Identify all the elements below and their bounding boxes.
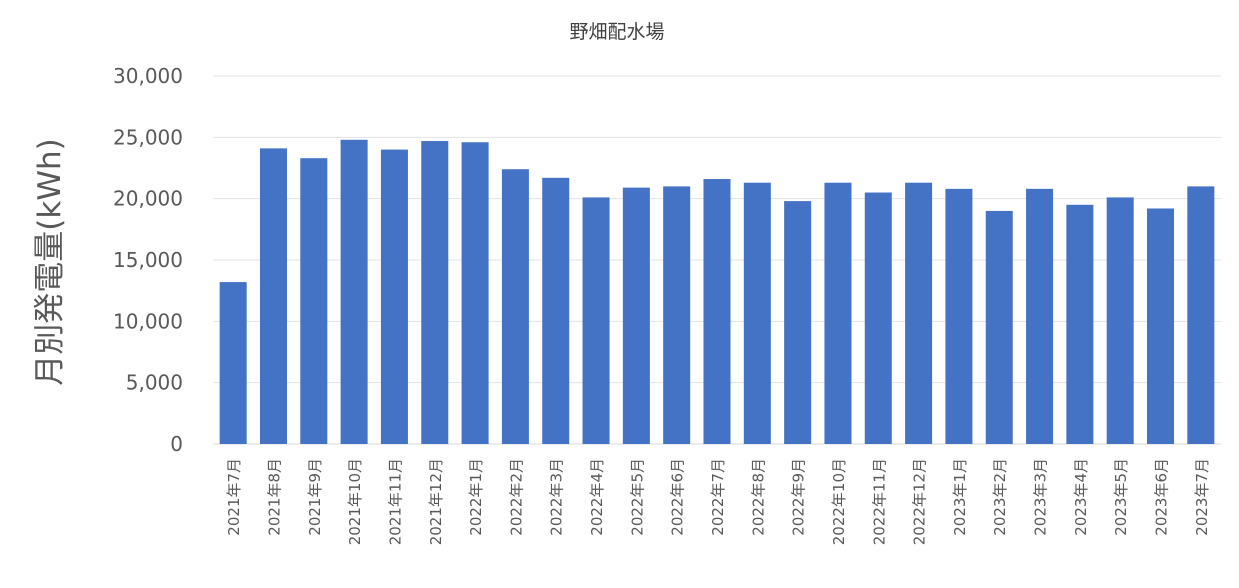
bar [582,197,610,444]
x-tick-label: 2022年6月 [669,458,687,536]
x-tick-label: 2022年9月 [790,458,808,536]
x-tick-label: 2022年7月 [709,458,727,536]
bar [622,187,650,445]
bar [340,139,368,444]
x-tick-label: 2022年8月 [749,458,767,536]
x-tick-label: 2022年1月 [467,458,485,536]
y-axis-label: 月別発電量(kWh) [32,138,68,385]
x-tick-label: 2023年7月 [1193,458,1211,536]
bar [784,201,812,444]
y-tick-label: 20,000 [113,187,183,211]
bars [219,139,1215,445]
x-axis-ticks: 2021年7月 2021年8月 2021年9月 2021年10月 2021年11月 202… [225,458,1211,545]
bar [743,182,771,444]
bar [380,149,408,444]
bar [461,142,489,445]
bar [1106,197,1134,444]
bar [663,186,691,444]
bar [1026,188,1054,444]
bar [259,148,287,444]
bar [945,188,973,444]
y-tick-label: 5,000 [126,371,183,395]
y-axis-ticks: 0 5,000 10,000 15,000 20,000 25,000 30,000 [113,64,183,456]
x-tick-label: 2022年10月 [830,458,848,545]
x-tick-label: 2022年5月 [628,458,646,536]
x-tick-label: 2022年12月 [911,458,929,545]
y-tick-label: 15,000 [113,248,183,272]
bar [824,182,852,444]
y-tick-label: 0 [170,432,183,456]
x-tick-label: 2023年1月 [951,458,969,536]
x-tick-label: 2023年2月 [991,458,1009,536]
bar [1147,208,1175,444]
bar [421,141,449,444]
x-tick-label: 2022年4月 [588,458,606,536]
x-tick-label: 2022年2月 [507,458,525,536]
x-tick-label: 2021年8月 [265,458,283,536]
y-tick-label: 10,000 [113,309,183,333]
x-tick-label: 2023年3月 [1032,458,1050,536]
x-tick-label: 2023年6月 [1153,458,1171,536]
bar [703,179,731,445]
bar [300,158,328,445]
x-tick-label: 2023年4月 [1072,458,1090,536]
bar [1066,204,1094,444]
bar [864,192,892,444]
y-tick-label: 30,000 [113,64,183,88]
x-tick-label: 2021年7月 [225,458,243,536]
bar [905,182,933,444]
x-tick-label: 2021年9月 [306,458,324,536]
bar [985,210,1013,444]
x-tick-label: 2021年11月 [386,458,404,545]
x-tick-label: 2023年5月 [1112,458,1130,536]
bar [542,177,570,444]
x-tick-label: 2022年11月 [870,458,888,545]
y-tick-label: 25,000 [113,125,183,149]
chart-title: 野畑配水場 [569,21,664,43]
x-tick-label: 2022年3月 [548,458,566,536]
bar [219,282,247,444]
bar [501,169,529,444]
x-tick-label: 2021年12月 [427,458,445,545]
x-tick-label: 2021年10月 [346,458,364,545]
bar [1187,186,1215,444]
